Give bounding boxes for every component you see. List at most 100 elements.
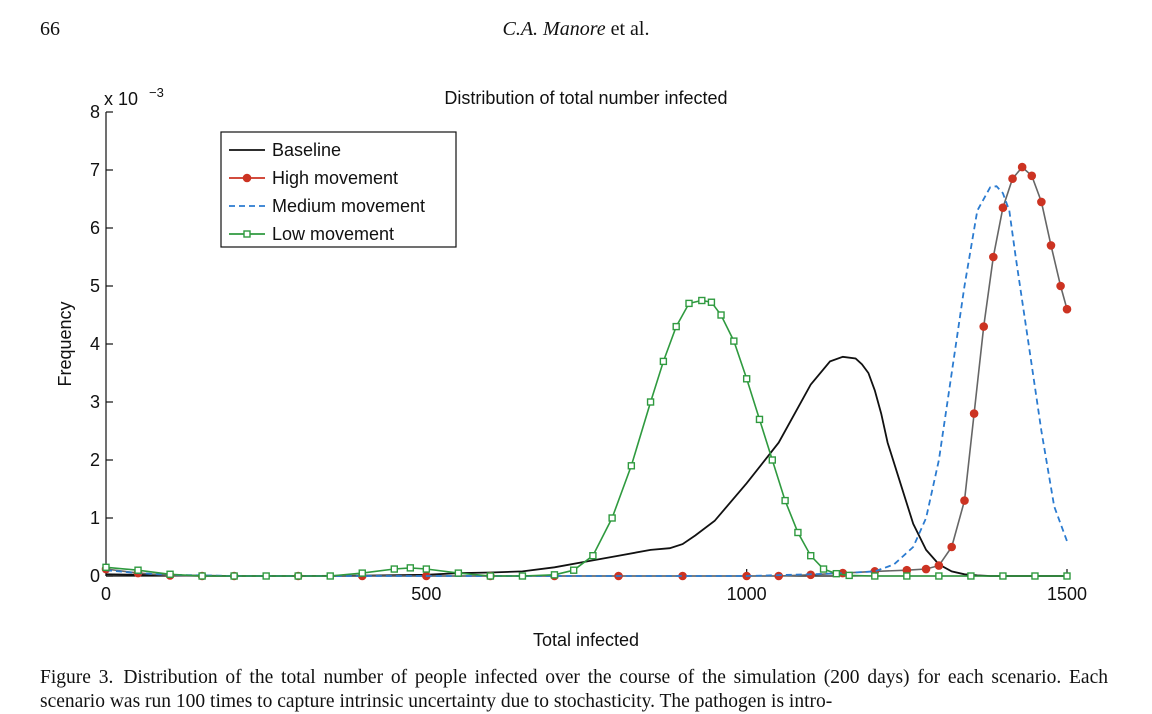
- data-point: [326, 572, 334, 580]
- legend-label: Baseline: [272, 140, 341, 160]
- y-tick-label: 6: [90, 218, 100, 238]
- data-point: [969, 409, 979, 418]
- data-point: [998, 203, 1008, 212]
- data-point: [768, 456, 776, 464]
- legend-marker: [242, 173, 252, 183]
- data-point: [807, 552, 815, 560]
- data-point: [646, 398, 655, 406]
- legend-item-baseline: Baseline: [229, 140, 341, 160]
- y-scale-factor: x 10 −3: [104, 85, 164, 109]
- data-point: [1062, 304, 1072, 314]
- running-head-suffix: et al.: [605, 18, 650, 40]
- data-point: [947, 542, 956, 552]
- data-point: [903, 572, 911, 580]
- data-point: [1008, 174, 1017, 183]
- data-point: [627, 462, 636, 470]
- series-low-movement: [102, 296, 1071, 580]
- data-point: [832, 569, 841, 578]
- data-point: [1046, 241, 1056, 250]
- data-point: [819, 565, 828, 573]
- data-point: [967, 572, 975, 580]
- data-point: [921, 564, 931, 574]
- data-point: [672, 322, 680, 331]
- data-point: [486, 572, 495, 580]
- data-point: [698, 296, 706, 305]
- data-point: [1063, 572, 1071, 580]
- series-baseline: [105, 355, 1067, 577]
- data-point: [262, 572, 270, 580]
- y-tick-label: 4: [90, 334, 100, 354]
- x-tick-label: 1500: [1047, 584, 1087, 604]
- figure-caption: Figure 3. Distribution of the total numbe…: [40, 666, 1108, 714]
- data-point: [707, 298, 716, 306]
- data-point: [845, 571, 853, 580]
- y-tick-label: 8: [90, 102, 100, 122]
- data-point: [454, 569, 463, 577]
- legend-label: Low movement: [272, 224, 394, 244]
- caption-text: Distribution of the total number of peop…: [40, 667, 1108, 712]
- legend-item-medium-movement: Medium movement: [229, 196, 425, 216]
- plot-lines: [101, 162, 1072, 581]
- y-tick-label: 1: [90, 508, 100, 528]
- data-point: [781, 496, 789, 505]
- data-point: [406, 564, 415, 572]
- x-tick-label: 0: [101, 584, 111, 604]
- legend-marker: [243, 230, 251, 238]
- data-point: [589, 552, 597, 560]
- data-point: [390, 565, 398, 573]
- data-point: [659, 357, 668, 366]
- data-point: [717, 311, 725, 319]
- data-point: [934, 561, 944, 570]
- data-point: [1017, 162, 1027, 172]
- data-point: [730, 337, 738, 345]
- series-line: [105, 355, 1067, 577]
- y-tick-label: 5: [90, 276, 100, 296]
- data-point: [294, 572, 302, 580]
- figure-label: Figure 3.: [40, 667, 114, 688]
- legend-box: [220, 131, 457, 248]
- data-point: [678, 571, 687, 581]
- data-point: [1027, 171, 1037, 181]
- x-axis-label: Total infected: [533, 630, 639, 650]
- data-point: [134, 566, 142, 574]
- data-point: [102, 563, 110, 571]
- data-point: [742, 375, 751, 383]
- data-point: [685, 299, 693, 308]
- series-line: [105, 299, 1067, 577]
- data-point: [871, 572, 879, 580]
- data-point: [608, 514, 616, 522]
- legend-label: Medium movement: [272, 196, 425, 216]
- data-point: [960, 496, 969, 505]
- data-point: [935, 572, 943, 580]
- data-point: [1037, 197, 1046, 207]
- data-point: [794, 528, 802, 537]
- page-number: 66: [40, 18, 60, 40]
- y-tick-label: 0: [90, 566, 100, 586]
- data-point: [230, 572, 238, 580]
- data-point: [198, 572, 206, 580]
- data-point: [979, 322, 989, 331]
- legend-item-high-movement: High movement: [229, 168, 398, 188]
- x-tick-label: 500: [411, 584, 441, 604]
- data-point: [166, 570, 174, 578]
- legend-label: High movement: [272, 168, 398, 188]
- y-scale-label: x 10: [104, 89, 138, 109]
- data-point: [550, 571, 559, 579]
- data-point: [518, 572, 527, 580]
- data-point: [358, 569, 366, 577]
- data-point: [1056, 281, 1065, 291]
- legend-item-low-movement: Low movement: [229, 224, 394, 244]
- running-head: C.A. Manore et al.: [0, 18, 1152, 41]
- y-scale-exponent: −3: [149, 85, 164, 100]
- data-point: [1031, 572, 1039, 580]
- frequency-chart: Distribution of total number infected To…: [55, 85, 1087, 650]
- data-point: [422, 565, 431, 573]
- data-point: [755, 415, 764, 424]
- y-tick-label: 3: [90, 392, 100, 412]
- legend: Baseline High movement Medium movement Low …: [220, 131, 457, 248]
- data-point: [989, 252, 998, 262]
- y-tick-label: 2: [90, 450, 100, 470]
- y-axis-label: Frequency: [55, 301, 75, 386]
- data-point: [999, 572, 1007, 580]
- chart-title: Distribution of total number infected: [444, 88, 727, 108]
